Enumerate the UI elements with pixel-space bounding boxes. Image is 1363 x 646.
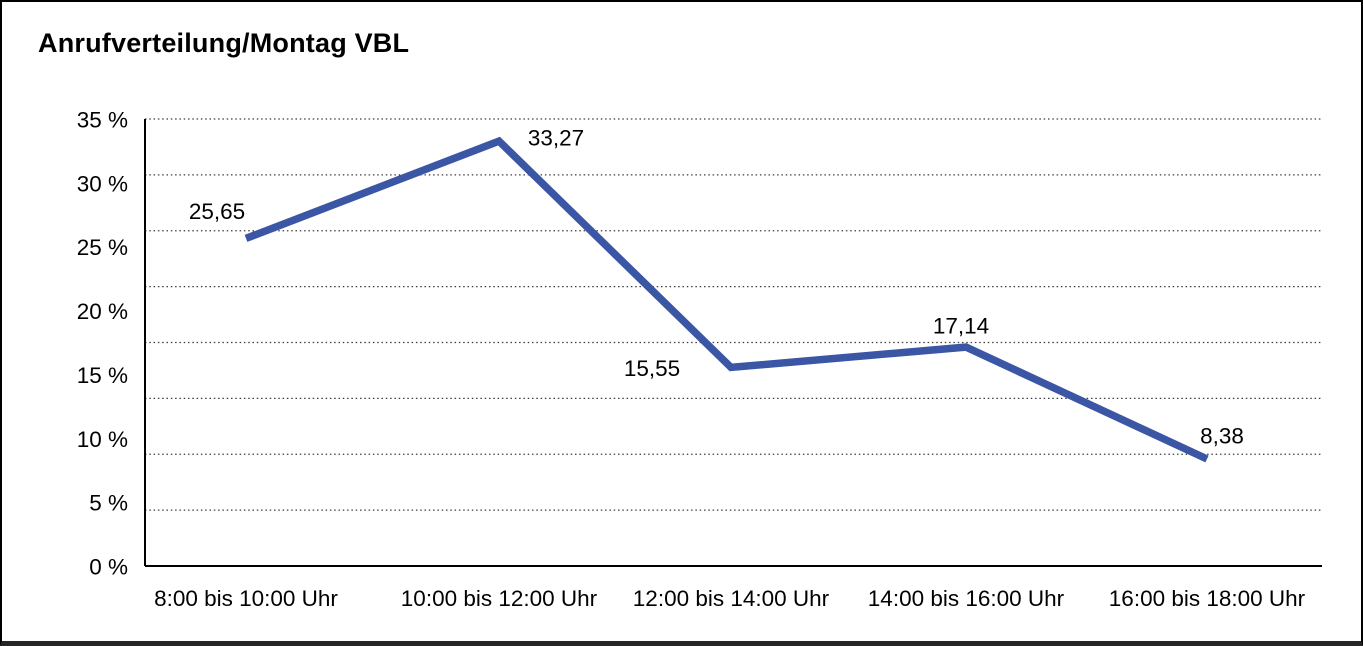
data-point-label: 25,65 [189,199,245,224]
data-point-label: 33,27 [528,126,584,151]
y-tick-label: 0 % [89,555,128,580]
y-tick-label: 25 % [77,235,128,260]
x-category-label: 8:00 bis 10:00 Uhr [154,586,338,611]
y-tick-label: 35 % [77,108,128,133]
y-tick-label: 30 % [77,171,128,196]
data-line [244,136,1209,463]
y-tick-label: 10 % [77,427,128,452]
y-tick-label: 15 % [77,363,128,388]
data-point-label: 17,14 [933,314,989,339]
chart-title: Anrufverteilung/Montag VBL [38,28,410,58]
y-tick-label: 20 % [77,299,128,324]
x-category-label: 14:00 bis 16:00 Uhr [868,586,1065,611]
data-point-label: 15,55 [624,356,680,381]
x-category-label: 10:00 bis 12:00 Uhr [401,586,598,611]
data-point-label: 8,38 [1200,423,1244,448]
x-category-label: 16:00 bis 18:00 Uhr [1109,586,1306,611]
y-tick-label: 5 % [89,491,128,516]
x-category-label: 12:00 bis 14:00 Uhr [633,586,830,611]
